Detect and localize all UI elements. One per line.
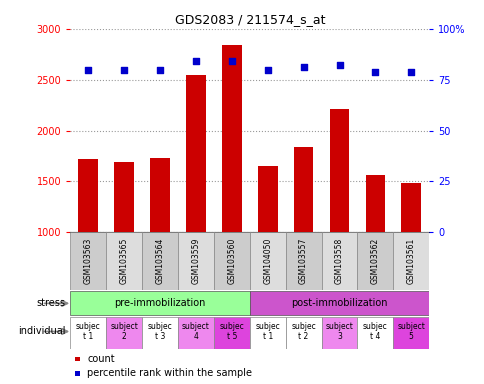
Text: subject
4: subject 4 xyxy=(182,322,210,341)
Point xyxy=(84,66,92,73)
Text: count: count xyxy=(87,354,115,364)
Text: GSM103557: GSM103557 xyxy=(299,238,307,284)
Bar xyxy=(285,232,321,290)
Bar xyxy=(213,318,249,349)
Point xyxy=(335,62,343,68)
Bar xyxy=(249,318,285,349)
Text: subjec
t 3: subjec t 3 xyxy=(147,322,172,341)
Text: GSM104050: GSM104050 xyxy=(263,238,272,284)
Point xyxy=(371,68,378,74)
Text: GSM103565: GSM103565 xyxy=(120,238,128,284)
Bar xyxy=(321,318,357,349)
Text: post-immobilization: post-immobilization xyxy=(291,298,387,308)
Text: subject
2: subject 2 xyxy=(110,322,138,341)
Bar xyxy=(222,45,241,334)
Bar xyxy=(357,318,393,349)
Bar xyxy=(285,318,321,349)
Bar xyxy=(357,232,393,290)
Text: percentile rank within the sample: percentile rank within the sample xyxy=(87,368,252,378)
Text: GSM103564: GSM103564 xyxy=(155,238,164,284)
Bar xyxy=(393,318,428,349)
Title: GDS2083 / 211574_s_at: GDS2083 / 211574_s_at xyxy=(174,13,324,26)
Point xyxy=(407,68,414,74)
Bar xyxy=(106,318,142,349)
Text: GSM103558: GSM103558 xyxy=(334,238,343,284)
Bar xyxy=(114,162,134,334)
Bar xyxy=(78,159,98,334)
Bar xyxy=(150,158,169,334)
Point xyxy=(192,58,199,65)
Bar xyxy=(142,232,178,290)
Bar xyxy=(249,232,285,290)
Point xyxy=(263,66,271,73)
Text: subjec
t 4: subjec t 4 xyxy=(362,322,387,341)
Bar xyxy=(70,318,106,349)
Bar xyxy=(293,147,313,334)
Bar xyxy=(321,232,357,290)
Text: stress: stress xyxy=(36,298,65,308)
Text: GSM103560: GSM103560 xyxy=(227,238,236,284)
Point xyxy=(120,66,128,73)
Point xyxy=(227,58,235,65)
Bar xyxy=(365,175,384,334)
Text: GSM103559: GSM103559 xyxy=(191,238,200,284)
Text: GSM103562: GSM103562 xyxy=(370,238,379,284)
Text: individual: individual xyxy=(18,326,65,336)
Text: subjec
t 2: subjec t 2 xyxy=(290,322,316,341)
Bar xyxy=(178,318,213,349)
Bar xyxy=(249,291,428,316)
Bar xyxy=(401,184,420,334)
Text: subjec
t 5: subjec t 5 xyxy=(219,322,244,341)
Bar xyxy=(70,291,249,316)
Bar xyxy=(70,232,106,290)
Point xyxy=(156,66,164,73)
Bar xyxy=(142,318,178,349)
Text: subject
5: subject 5 xyxy=(396,322,424,341)
Text: GSM103561: GSM103561 xyxy=(406,238,415,284)
Bar xyxy=(186,74,205,334)
Bar xyxy=(178,232,213,290)
Text: pre-immobilization: pre-immobilization xyxy=(114,298,205,308)
Bar xyxy=(329,109,348,334)
Bar xyxy=(106,232,142,290)
Text: GSM103563: GSM103563 xyxy=(84,238,92,284)
Bar xyxy=(213,232,249,290)
Bar xyxy=(257,166,277,334)
Text: subjec
t 1: subjec t 1 xyxy=(255,322,280,341)
Text: subjec
t 1: subjec t 1 xyxy=(76,322,101,341)
Bar xyxy=(393,232,428,290)
Text: subject
3: subject 3 xyxy=(325,322,353,341)
Point xyxy=(299,65,307,71)
